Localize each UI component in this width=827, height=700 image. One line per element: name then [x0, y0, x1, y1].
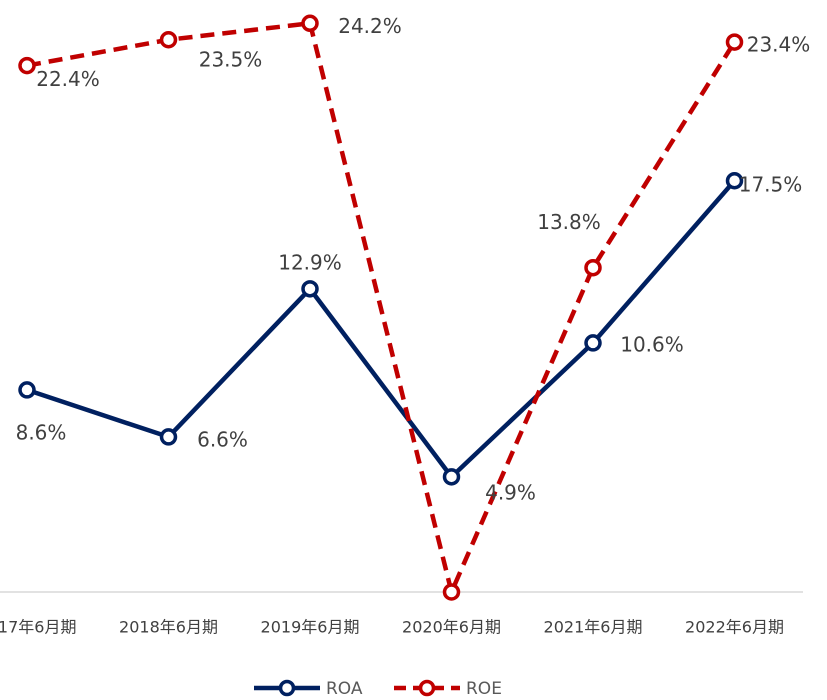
marker [301, 280, 319, 298]
legend-marker [278, 679, 296, 697]
legend-label: ROA [326, 679, 363, 699]
data-label: 13.8% [537, 210, 601, 234]
marker [584, 258, 602, 277]
x-tick-label: 2022年6月期 [685, 618, 784, 637]
data-label: 6.6% [197, 427, 248, 451]
marker [584, 334, 602, 352]
x-tick-label: 2019年6月期 [261, 618, 360, 637]
legend-label: ROE [466, 679, 502, 699]
series-line [26, 179, 737, 480]
x-tick-label: 2021年6月期 [544, 618, 643, 637]
marker [159, 31, 178, 49]
x-tick-label: 2018年6月期 [119, 618, 218, 637]
data-label: 23.5% [199, 47, 263, 71]
data-label: 22.4% [36, 67, 100, 91]
data-label: 4.9% [485, 480, 536, 504]
marker [159, 428, 178, 446]
marker [18, 381, 36, 399]
data-label: 8.6% [16, 420, 67, 444]
marker [442, 468, 461, 486]
marker [442, 583, 461, 601]
data-label: 10.6% [620, 332, 684, 356]
legend-marker [418, 679, 436, 697]
x-tick-label: 2017年6月期 [0, 618, 76, 637]
data-label: 23.4% [747, 33, 811, 57]
series-line [26, 21, 737, 595]
data-label: 12.9% [278, 250, 342, 274]
marker [301, 14, 319, 33]
data-label: 24.2% [338, 14, 402, 38]
data-label: 17.5% [739, 172, 803, 196]
x-tick-label: 2020年6月期 [402, 618, 501, 637]
marker [725, 33, 744, 51]
marker [18, 56, 36, 75]
marker [725, 172, 744, 190]
